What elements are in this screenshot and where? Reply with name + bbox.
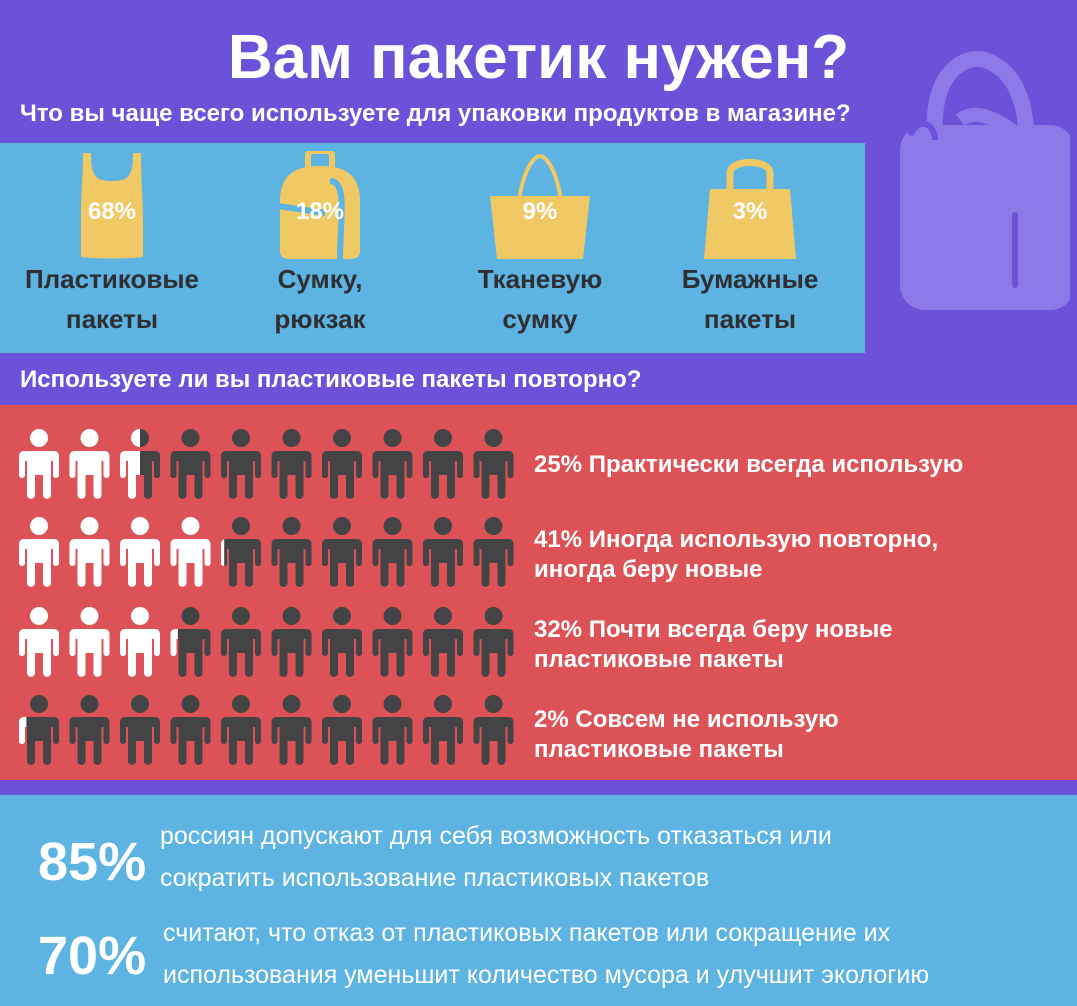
person-icon [120,429,160,499]
option-label: пакеты [703,304,797,334]
option-label: Бумажные [681,264,819,294]
person-icon [170,517,211,587]
pictograph-row [18,607,528,684]
pictograph-row [18,517,528,594]
reuse-label-line: 25% Практически всегда использую [534,451,964,478]
percent-label: 9% [522,198,558,225]
reuse-label: 25% Практически всегда использую [534,450,963,480]
pictograph [19,429,514,499]
reuse-label-line: 32% Почти всегда беру новые [534,616,893,643]
person-icon [473,429,514,499]
stat-text: считают, что отказ от пластиковых пакето… [163,912,929,996]
option-label: рюкзак [274,304,366,334]
packaging-panel: 68% Пластиковые пакеты 18% Сумку, рюкзак 9… [0,143,865,353]
person-icon [271,429,312,499]
person-icon [19,607,59,677]
person-icon [473,607,514,677]
option-plastic-bags: 68% Пластиковые пакеты [12,143,212,339]
person-icon [322,695,362,765]
percent-label: 3% [732,198,768,225]
person-icon [69,695,110,765]
option-label: сумку [502,304,578,334]
person-icon [170,429,211,499]
option-label: пакеты [65,304,159,334]
option-backpack: 18% Сумку, рюкзак [220,143,420,339]
person-icon [372,429,413,499]
person-icon [120,607,160,677]
pictograph-row [18,429,528,506]
person-icon [19,695,59,765]
person-icon [120,517,160,587]
person-icon [372,695,413,765]
reuse-label-line: 2% Совсем не использую [534,706,839,733]
paper-bag-icon [704,159,796,259]
stat-text: россиян допускают для себя возможность о… [160,815,832,899]
person-icon [120,695,160,765]
person-icon [69,429,110,499]
question-reuse: Используете ли вы пластиковые пакеты пов… [20,366,642,393]
stat-text-line: сократить использование пластиковых паке… [160,864,710,892]
question-packaging: Что вы чаще всего используете для упаков… [20,100,851,127]
option-label: Тканевую [477,264,603,294]
person-icon [423,517,463,587]
person-icon [372,607,413,677]
person-icon [221,429,261,499]
reuse-label: 32% Почти всегда беру новые пластиковые п… [534,615,893,675]
reuse-label: 2% Совсем не использую пластиковые пакеты [534,705,839,765]
person-icon [473,695,514,765]
option-tote-bag: 9% Тканевую сумку [440,143,640,339]
stats-panel: 85% россиян допускают для себя возможнос… [0,795,1077,1006]
pictograph [19,607,514,677]
person-icon [271,695,312,765]
person-icon [322,607,362,677]
pictograph-row [18,695,528,772]
reuse-label-line: пластиковые пакеты [534,646,784,673]
reuse-label-line: иногда беру новые [534,556,763,583]
option-label: Сумку, [277,264,363,294]
backpack-icon [277,151,360,260]
stat-text-line: считают, что отказ от пластиковых пакето… [163,919,891,947]
person-icon [170,695,211,765]
person-icon [322,429,362,499]
person-icon [322,517,362,587]
stat-number: 70% [38,926,147,986]
stat-text-line: россиян допускают для себя возможность о… [160,822,832,850]
person-icon [473,517,514,587]
reuse-label-line: пластиковые пакеты [534,736,784,763]
percent-label: 18% [295,198,345,225]
percent-label: 68% [87,198,137,225]
person-icon [221,517,261,587]
person-icon [221,695,261,765]
person-icon [423,695,463,765]
person-icon [271,517,312,587]
person-icon [271,607,312,677]
reuse-label: 41% Иногда использую повторно, иногда бер… [534,525,938,585]
option-label: Пластиковые [24,264,200,294]
person-icon [423,607,463,677]
person-icon [69,517,110,587]
person-icon [221,607,261,677]
pictograph [19,695,514,765]
reuse-label-line: 41% Иногда использую повторно, [534,526,939,553]
person-icon [19,517,59,587]
tote-bag-icon [490,153,590,259]
person-icon [170,607,211,677]
person-icon [372,517,413,587]
person-icon [69,607,110,677]
shopping-bag-icon [900,50,1070,310]
pictograph [19,517,514,587]
stat-number: 85% [38,832,147,892]
person-icon [423,429,463,499]
person-icon [19,429,59,499]
stat-text-line: использования уменьшит количество мусора… [163,961,930,989]
plastic-bag-icon [81,153,143,259]
page-title: Вам пакетик нужен? [227,23,850,92]
option-paper-bag: 3% Бумажные пакеты [650,143,850,339]
reuse-panel: 25% Практически всегда использую 41% Ино… [0,405,1077,780]
